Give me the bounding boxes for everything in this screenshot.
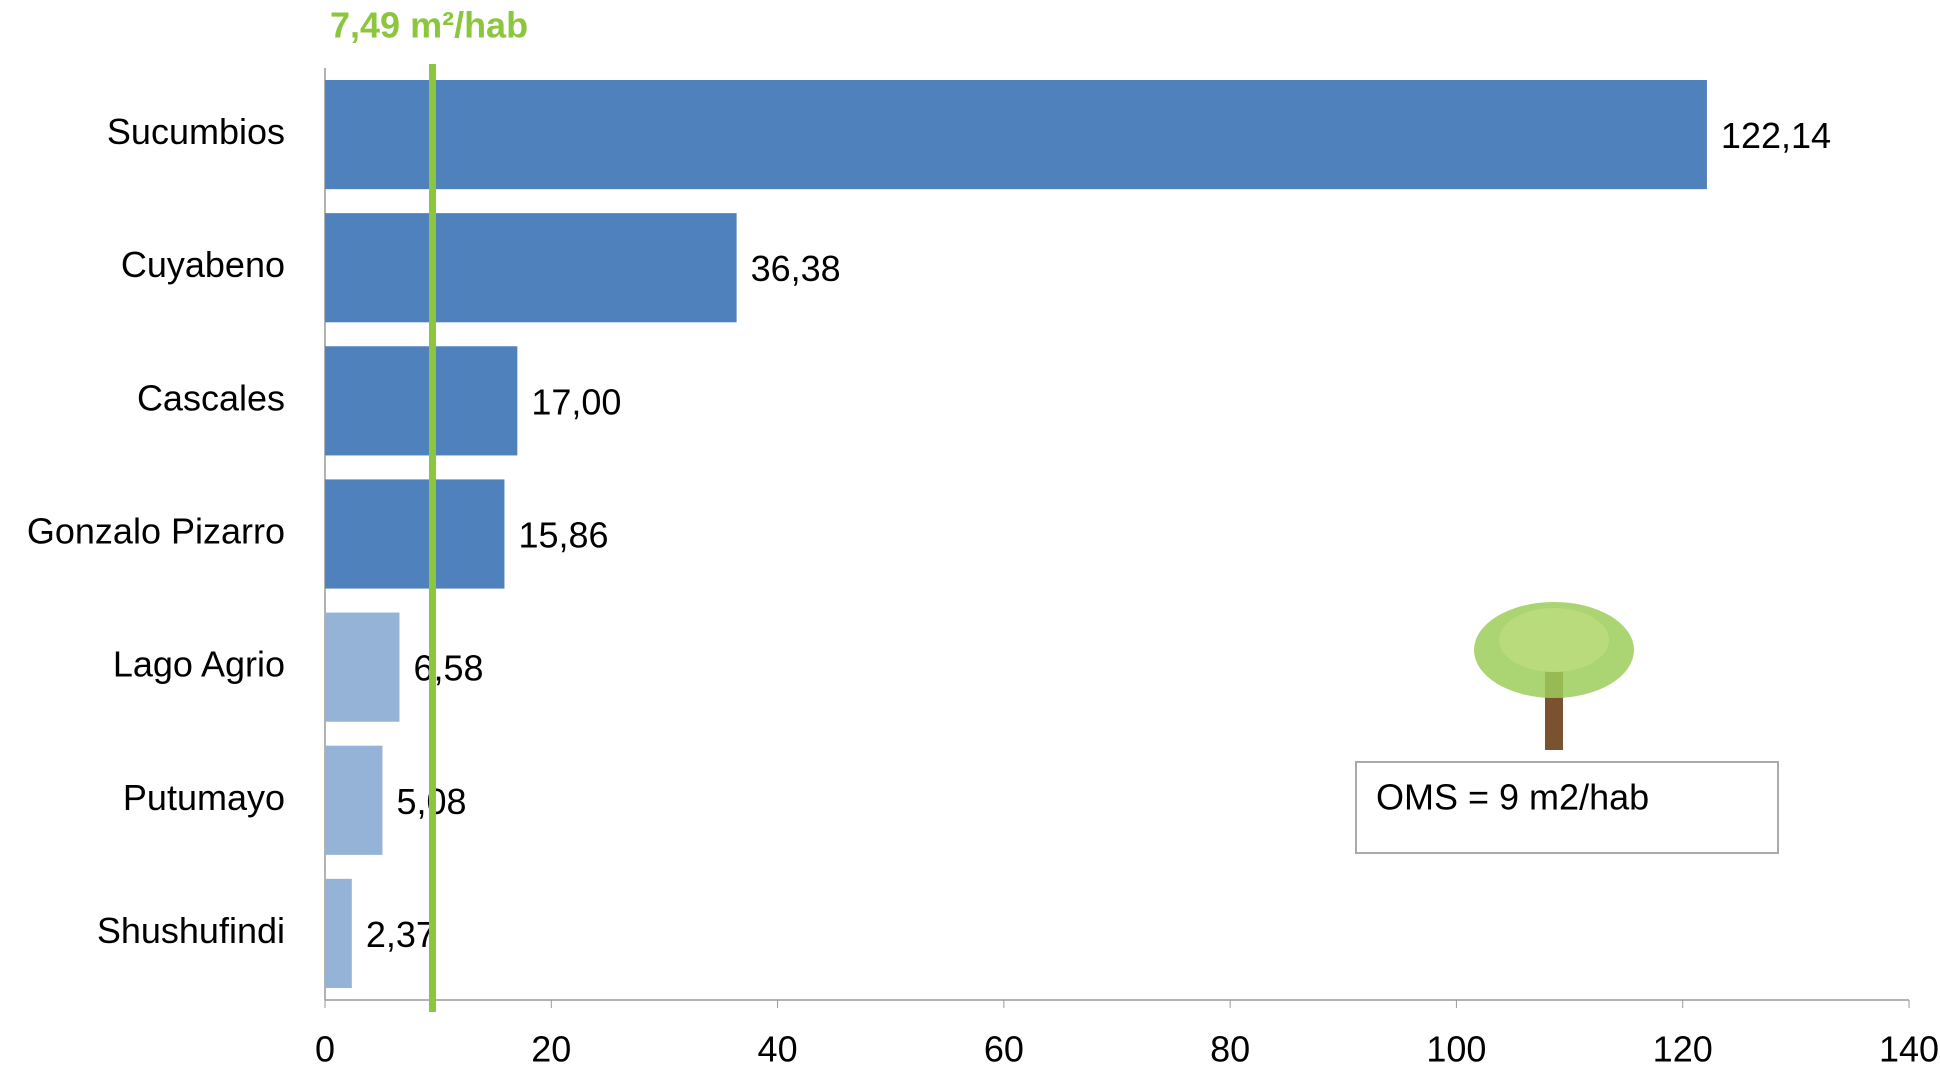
x-tick-label: 100 xyxy=(1426,1029,1486,1068)
y-tick-label: Cascales xyxy=(137,377,285,418)
bar xyxy=(325,79,1707,190)
x-tick-label: 120 xyxy=(1653,1029,1713,1068)
x-tick-label: 0 xyxy=(315,1029,335,1068)
value-label: 36,38 xyxy=(751,248,841,289)
y-tick-label: Lago Agrio xyxy=(113,644,285,685)
bar xyxy=(325,479,505,589)
note-text: OMS = 9 m2/hab xyxy=(1376,777,1649,818)
y-tick-label: Putumayo xyxy=(123,777,285,818)
x-tick-label: 20 xyxy=(531,1029,571,1068)
bar xyxy=(325,213,737,323)
note-box xyxy=(1355,761,1779,854)
bar xyxy=(325,612,400,722)
y-tick-label: Cuyabeno xyxy=(121,244,285,285)
y-tick-label: Gonzalo Pizarro xyxy=(27,511,285,552)
value-label: 2,37 xyxy=(366,914,436,955)
y-tick-label: Shushufindi xyxy=(97,910,285,951)
value-label: 122,14 xyxy=(1721,115,1831,156)
y-tick-label: Sucumbios xyxy=(107,111,285,152)
reference-label: 7,49 m²/hab xyxy=(330,5,528,46)
x-tick-label: 60 xyxy=(984,1029,1024,1068)
x-tick-label: 140 xyxy=(1879,1029,1939,1068)
value-label: 6,58 xyxy=(413,648,483,689)
x-tick-label: 80 xyxy=(1210,1029,1250,1068)
x-tick-label: 40 xyxy=(758,1029,798,1068)
value-label: 17,00 xyxy=(531,381,621,422)
value-label: 15,86 xyxy=(518,515,608,556)
bar xyxy=(325,745,383,855)
bar xyxy=(325,346,518,456)
tree-icon xyxy=(1474,602,1634,750)
bar xyxy=(325,878,352,989)
